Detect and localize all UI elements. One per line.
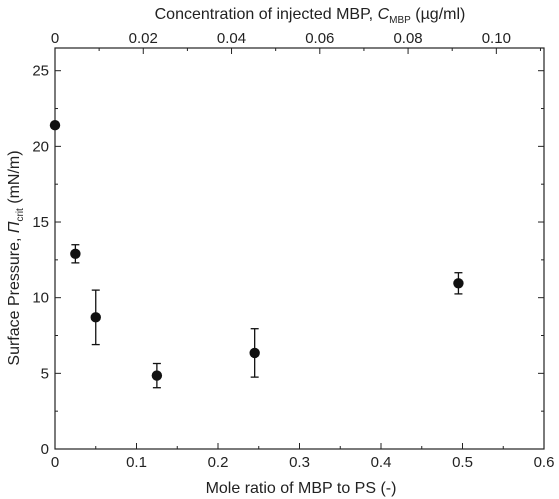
x2-tick-label: 0.08	[393, 30, 422, 47]
x-tick-label: 0.3	[289, 454, 310, 471]
x2-tick-label: 0.10	[482, 30, 511, 47]
tick-labels: 0 0.1 0.2 0.3 0.4 0.5 0.6 0 0.02 0.04 0.06 0.08 0.10…	[32, 30, 554, 471]
x-tick-label: 0.4	[371, 454, 392, 471]
axis-ticks	[54, 48, 545, 450]
error-bars	[71, 244, 463, 389]
data-point	[249, 347, 260, 359]
top-axis-title: Concentration of injected MBP, CMBP (µg/…	[155, 6, 466, 26]
x2-tick-label: 0.06	[305, 30, 334, 47]
plot-frame	[54, 47, 545, 450]
y-tick-label: 15	[32, 214, 49, 231]
y-tick-label: 0	[41, 441, 49, 458]
data-point	[151, 370, 163, 381]
x-tick-label: 0.6	[534, 454, 555, 471]
x2-tick-label: 0.04	[217, 30, 246, 47]
x-tick-label: 0.1	[126, 454, 147, 471]
y-tick-label: 20	[32, 138, 49, 155]
data-point	[49, 119, 61, 131]
x-tick-label: 0.2	[208, 454, 229, 471]
data-point	[70, 248, 81, 259]
data-points	[49, 119, 464, 381]
x-tick-label: 0	[51, 454, 59, 471]
y-tick-label: 25	[32, 63, 49, 80]
y-tick-label: 5	[41, 365, 49, 382]
x-axis-title: Mole ratio of MBP to PS (-)	[206, 480, 397, 497]
y-tick-label: 10	[32, 290, 49, 307]
y-axis-title: Surface Pressure, Πcrit (mN/m)	[6, 150, 26, 365]
x2-tick-label: 0.02	[129, 30, 158, 47]
x-tick-label: 0.5	[452, 454, 473, 471]
x2-tick-label: 0	[51, 30, 59, 47]
plot-border	[54, 47, 545, 450]
data-point	[90, 312, 101, 323]
data-point	[453, 278, 464, 289]
